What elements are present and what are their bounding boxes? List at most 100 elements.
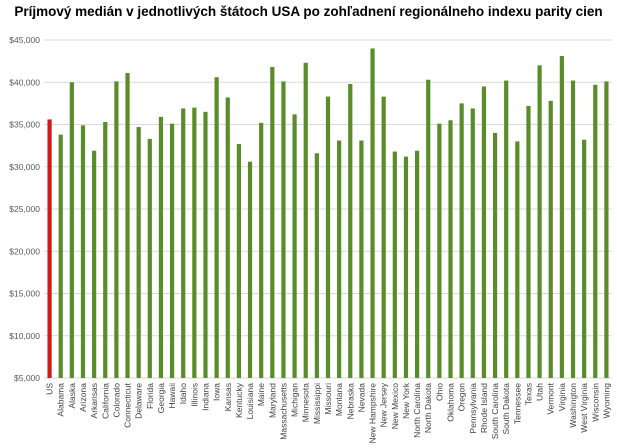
- y-tick-label: $15,000: [9, 289, 40, 299]
- bar: [548, 100, 553, 378]
- bar: [69, 82, 74, 378]
- x-tick-label: Rhode Island: [479, 383, 489, 433]
- bar: [125, 72, 130, 378]
- bar: [348, 83, 353, 378]
- x-tick-label: Indiana: [200, 383, 210, 411]
- bar: [437, 123, 442, 378]
- x-tick-label: Utah: [535, 383, 545, 401]
- x-tick-label: Tennessee: [512, 383, 522, 424]
- x-tick-label: South Dakota: [501, 383, 511, 435]
- bar: [192, 107, 197, 378]
- bar: [181, 108, 186, 378]
- bar: [582, 139, 587, 378]
- x-tick-label: New Mexico: [390, 383, 400, 430]
- x-tick-label: Florida: [145, 383, 155, 409]
- bar: [136, 127, 141, 378]
- x-tick-label: Michigan: [290, 383, 300, 417]
- bar: [593, 84, 598, 378]
- bar: [448, 120, 453, 379]
- bar: [225, 97, 230, 379]
- y-tick-label: $30,000: [9, 162, 40, 172]
- x-tick-label: Pennsylvania: [468, 383, 478, 434]
- bar: [414, 150, 420, 378]
- y-tick-label: $45,000: [9, 35, 40, 45]
- x-tick-label: Maryland: [267, 383, 277, 418]
- bar: [236, 143, 242, 378]
- x-tick-label: Alabama: [56, 383, 66, 417]
- x-tick-label: California: [100, 383, 110, 419]
- x-tick-label: Arkansas: [89, 383, 99, 418]
- bar: [570, 80, 576, 378]
- bar: [247, 161, 253, 378]
- bar: [481, 86, 487, 378]
- x-tick-label: Mississippi: [312, 383, 322, 424]
- bar: [292, 114, 297, 379]
- bar: [58, 134, 63, 378]
- x-axis-labels: US Alabama Alaska Arizona Arkansas California…: [45, 382, 612, 443]
- x-tick-label: Georgia: [156, 383, 166, 414]
- bar: [459, 103, 464, 378]
- bar: [504, 80, 509, 378]
- x-tick-label: Wisconsin: [590, 383, 600, 422]
- x-tick-label: Missouri: [323, 383, 333, 415]
- y-axis-ticks: $5,000 $10,000 $15,000 $20,000 $25,000 $30,00…: [9, 35, 40, 383]
- x-tick-label: Louisiana: [245, 383, 255, 420]
- x-tick-label: Kansas: [223, 383, 233, 411]
- x-tick-label: New Jersey: [379, 382, 389, 427]
- x-tick-label: Minnesota: [301, 383, 311, 422]
- y-tick-label: $20,000: [9, 246, 40, 256]
- x-tick-label: West Virginia: [579, 383, 589, 433]
- x-tick-label: Nebraska: [345, 383, 355, 420]
- x-tick-label: Washington: [568, 383, 578, 428]
- y-tick-label: $35,000: [9, 120, 40, 130]
- x-tick-label: Arizona: [78, 383, 88, 412]
- bars: [47, 48, 609, 379]
- x-tick-label: New York: [401, 382, 411, 419]
- x-tick-label: South Carolina: [490, 383, 500, 440]
- x-tick-label: Texas: [523, 383, 533, 405]
- x-tick-label: Virginia: [557, 383, 567, 411]
- bar: [492, 132, 498, 378]
- x-tick-label: Colorado: [111, 383, 121, 418]
- bar: [270, 67, 275, 378]
- bar: [537, 65, 542, 378]
- x-tick-label: Kentucky: [234, 382, 244, 418]
- y-tick-label: $25,000: [9, 204, 40, 214]
- x-tick-label: Wyoming: [601, 383, 611, 419]
- bar: [259, 122, 264, 378]
- bar: [381, 96, 386, 379]
- bar: [403, 156, 409, 378]
- chart-title: Príjmový medián v jednotlivých štátoch U…: [14, 4, 603, 19]
- x-tick-label: Iowa: [212, 383, 222, 401]
- bar: [47, 119, 52, 379]
- x-tick-label: Vermont: [546, 382, 556, 414]
- bar: [515, 141, 520, 378]
- bar: [426, 79, 431, 378]
- bar: [559, 56, 564, 379]
- bar: [359, 140, 364, 378]
- y-tick-label: $10,000: [9, 331, 40, 341]
- bar: [214, 77, 219, 379]
- x-tick-label: Alaska: [67, 383, 77, 409]
- y-tick-label: $40,000: [9, 77, 40, 87]
- bar: [169, 123, 175, 378]
- bar: [337, 140, 342, 378]
- bar: [470, 108, 475, 378]
- x-tick-label: US: [45, 383, 55, 395]
- x-tick-label: North Dakota: [423, 383, 433, 433]
- bar: [325, 96, 331, 379]
- y-tick-label: $5,000: [14, 373, 40, 383]
- bar: [203, 111, 208, 378]
- bar: [314, 153, 319, 378]
- bar: [370, 48, 375, 378]
- x-tick-label: New Hampshire: [368, 383, 378, 444]
- x-tick-label: Delaware: [134, 383, 144, 419]
- bar: [103, 121, 108, 378]
- x-tick-label: Oklahoma: [446, 383, 456, 422]
- x-tick-label: Illinois: [189, 383, 199, 407]
- bar: [114, 81, 119, 378]
- x-tick-label: Idaho: [178, 383, 188, 405]
- bar: [147, 138, 152, 378]
